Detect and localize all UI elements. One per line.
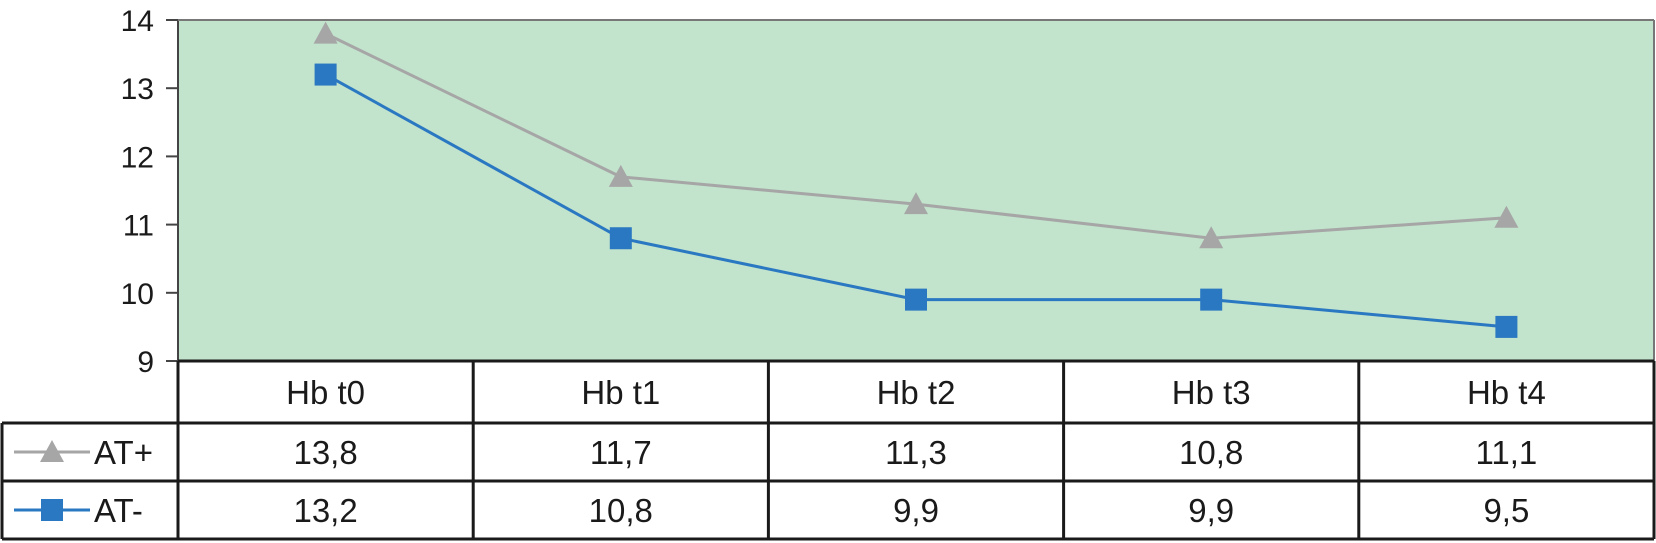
data-point-square — [1495, 315, 1518, 338]
series-markers — [313, 21, 1519, 338]
data-label: 11,1 — [1476, 434, 1538, 471]
x-tick-label: Hb t2 — [877, 374, 956, 411]
x-tick-label: Hb t0 — [286, 374, 365, 411]
legend-marker-triangle — [40, 440, 64, 462]
data-point-triangle — [313, 21, 338, 44]
legend-marker-square — [41, 499, 63, 521]
data-label: 10,8 — [1179, 434, 1243, 471]
y-tick-label: 12 — [121, 141, 154, 174]
data-point-square — [609, 227, 632, 250]
legend-label: AT- — [94, 492, 143, 529]
data-label: 9,9 — [893, 492, 939, 529]
data-label: 11,3 — [885, 434, 947, 471]
data-label: 9,9 — [1188, 492, 1234, 529]
data-label: 11,7 — [590, 434, 652, 471]
x-tick-label: Hb t4 — [1467, 374, 1546, 411]
data-point-square — [314, 63, 337, 86]
data-point-triangle — [1199, 226, 1224, 249]
data-point-square — [1200, 288, 1223, 311]
y-axis: 9 10 11 12 13 14 — [121, 5, 1655, 379]
y-tick-label: 10 — [121, 278, 154, 311]
data-label: 13,8 — [293, 434, 357, 471]
x-tick-label: Hb t1 — [581, 374, 660, 411]
data-table: Hb t0 Hb t1 Hb t2 Hb t3 Hb t4 AT+ 13,8 11,7 11,3… — [0, 359, 1656, 541]
data-point-triangle — [1494, 205, 1519, 228]
data-point-triangle — [608, 164, 633, 187]
y-tick-label: 14 — [121, 5, 154, 38]
y-tick-label: 13 — [121, 73, 154, 106]
data-point-square — [905, 288, 927, 311]
y-tick-label: 9 — [137, 346, 154, 379]
y-tick-label: 11 — [123, 210, 154, 243]
data-label: 9,5 — [1483, 492, 1529, 529]
x-tick-label: Hb t3 — [1172, 374, 1251, 411]
legend-label: AT+ — [94, 434, 153, 471]
data-point-triangle — [904, 192, 928, 215]
data-label: 13,2 — [293, 492, 357, 529]
data-label: 10,8 — [589, 492, 653, 529]
